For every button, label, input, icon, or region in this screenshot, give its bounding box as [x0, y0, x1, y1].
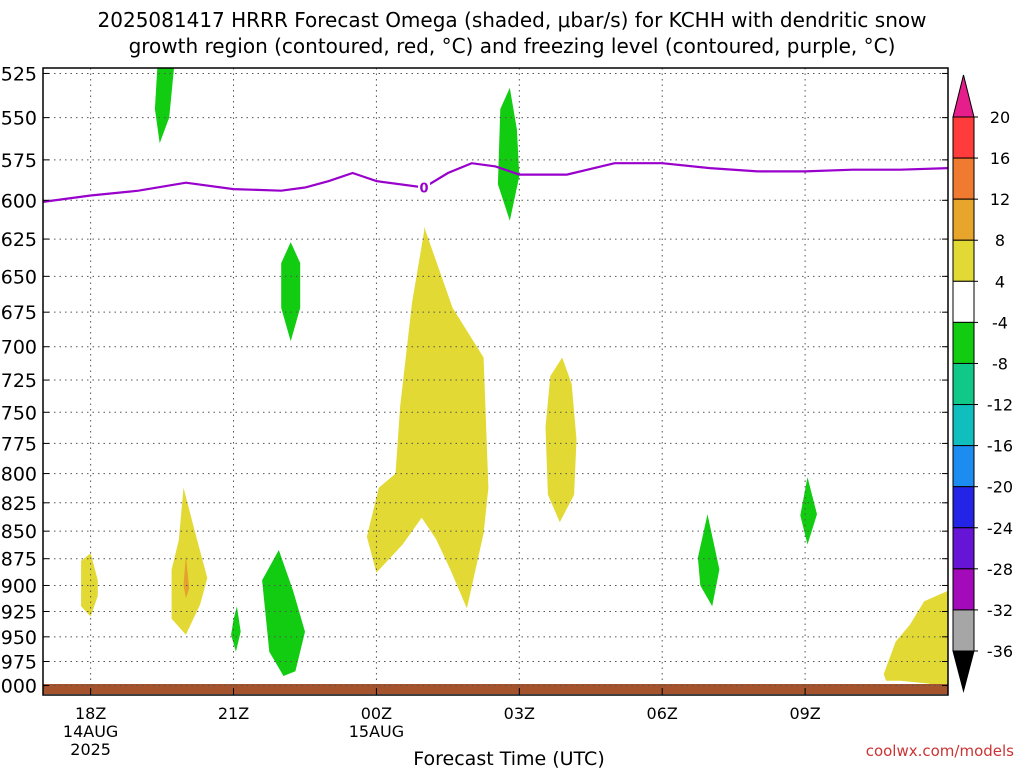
- omega-region-4: [545, 357, 577, 523]
- y-tick-label-650: 650: [1, 266, 37, 288]
- x-tick-date-00Z: 15AUG: [349, 722, 404, 741]
- y-tick-label-675: 675: [1, 302, 37, 324]
- y-tick-label-750: 750: [1, 402, 37, 424]
- colorbar-label-6: -8: [992, 354, 1008, 373]
- colorbar-swatch-5: [952, 321, 975, 364]
- omega-shading: [81, 68, 948, 691]
- colorbar-swatch-10: [952, 527, 975, 570]
- colorbar-label-12: -32: [987, 601, 1013, 620]
- omega-region-11: [697, 514, 720, 607]
- y-tick-label-1000: 1000: [0, 676, 37, 698]
- y-tick-label-825: 825: [1, 493, 37, 515]
- omega-region-8: [497, 87, 520, 221]
- y-tick-label-975: 975: [1, 651, 37, 673]
- colorbar-label-5: -4: [992, 313, 1008, 332]
- x-tick-label-18Z: 18Z: [75, 704, 106, 723]
- colorbar-swatch-0: [952, 116, 975, 159]
- colorbar-swatch-2: [952, 198, 975, 241]
- y-tick-label-950: 950: [1, 627, 37, 649]
- colorbar-top-arrow: [952, 74, 975, 118]
- terrain-surface: [43, 684, 948, 694]
- x-tick-year-18Z: 2025: [70, 740, 111, 759]
- colorbar-label-8: -16: [987, 437, 1013, 456]
- x-tick-date-18Z: 14AUG: [63, 722, 118, 741]
- colorbar-label-4: 4: [995, 272, 1005, 291]
- colorbar-swatch-9: [952, 486, 975, 529]
- x-tick-label-21Z: 21Z: [218, 704, 249, 723]
- colorbar-label-2: 12: [990, 190, 1010, 209]
- colorbar-swatch-3: [952, 239, 975, 282]
- y-tick-label-550: 550: [1, 108, 37, 130]
- colorbar-label-1: 16: [990, 149, 1010, 168]
- x-tick-label-00Z: 00Z: [361, 704, 392, 723]
- gridlines: [43, 68, 948, 695]
- y-tick-label-575: 575: [1, 150, 37, 172]
- y-tick-label-775: 775: [1, 433, 37, 455]
- omega-region-9: [231, 606, 241, 652]
- y-tick-label-900: 900: [1, 575, 37, 597]
- colorbar-label-9: -20: [987, 478, 1013, 497]
- omega-region-10: [262, 550, 305, 676]
- y-tick-label-850: 850: [1, 521, 37, 543]
- x-tick-label-09Z: 09Z: [789, 704, 820, 723]
- colorbar-swatch-12: [952, 609, 975, 652]
- y-tick-label-925: 925: [1, 601, 37, 623]
- y-tick-label-725: 725: [1, 370, 37, 392]
- omega-region-5: [883, 590, 948, 691]
- y-axis: 525 550 575 600 625 650 675 700 725 750 775 800 825 8…: [0, 63, 948, 698]
- y-tick-label-800: 800: [1, 464, 37, 486]
- colorbar-swatch-6: [952, 362, 975, 406]
- colorbar-swatch-8: [952, 445, 975, 488]
- y-tick-label-525: 525: [1, 63, 37, 85]
- colorbar-label-13: -36: [987, 642, 1013, 661]
- omega-region-7: [281, 242, 301, 342]
- freezing-label-bg: [418, 179, 431, 196]
- colorbar-bottom-arrow: [952, 650, 975, 693]
- chart-title-line-2: growth region (contoured, red, °C) and f…: [128, 34, 896, 58]
- omega-region-12: [800, 477, 817, 545]
- credit-text: coolwx.com/models: [865, 742, 1014, 760]
- omega-region-6: [154, 68, 174, 144]
- colorbar-swatch-11: [952, 568, 975, 611]
- omega-region-2: [183, 555, 190, 598]
- colorbar: 20 16 12 8 4 -4 -8 -12 -16 -20 -24 -28 -32 -36: [952, 74, 1013, 693]
- colorbar-label-0: 20: [990, 108, 1010, 127]
- freezing-level-label: 0: [420, 182, 429, 197]
- colorbar-label-3: 8: [995, 231, 1005, 250]
- x-axis-title: Forecast Time (UTC): [413, 748, 604, 768]
- y-tick-label-600: 600: [1, 190, 37, 212]
- y-tick-label-875: 875: [1, 549, 37, 571]
- colorbar-label-11: -28: [987, 560, 1013, 579]
- colorbar-swatch-7: [952, 404, 975, 447]
- colorbar-label-7: -12: [987, 396, 1013, 415]
- y-tick-label-625: 625: [1, 229, 37, 251]
- colorbar-swatch-1: [952, 157, 975, 200]
- colorbar-label-10: -24: [987, 519, 1013, 538]
- plot-frame: [42, 67, 949, 696]
- omega-region-0: [81, 553, 98, 617]
- omega-region-3: [366, 226, 489, 609]
- freezing-level: 0: [42, 162, 949, 203]
- omega-region-1: [171, 487, 208, 635]
- y-tick-label-700: 700: [1, 337, 37, 359]
- x-tick-label-06Z: 06Z: [647, 704, 678, 723]
- freezing-level-line: [42, 162, 949, 203]
- x-tick-label-03Z: 03Z: [504, 704, 535, 723]
- colorbar-swatch-4: [952, 280, 975, 323]
- chart-title-line-1: 2025081417 HRRR Forecast Omega (shaded, …: [97, 8, 927, 32]
